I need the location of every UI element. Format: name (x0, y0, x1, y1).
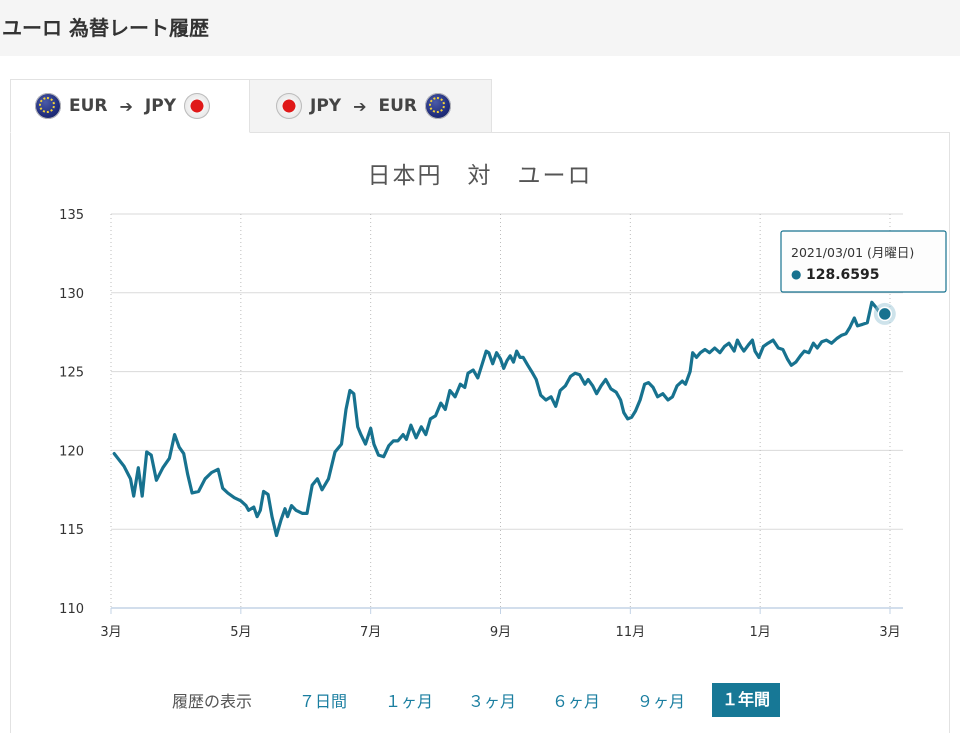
data-point (877, 306, 893, 322)
y-tick-label: 125 (59, 366, 84, 381)
page-header: ユーロ 為替レート履歴 (0, 0, 960, 56)
tab-eur-jpy[interactable]: EUR ➔ JPY (10, 79, 250, 133)
y-tick-label: 120 (59, 444, 84, 459)
range-9-months[interactable]: ９ヶ月 (637, 692, 686, 711)
japan-flag-icon (276, 93, 302, 119)
range-3-months[interactable]: ３ヶ月 (468, 692, 517, 711)
arrow-right-icon: ➔ (119, 96, 133, 116)
range-6-months[interactable]: ６ヶ月 (552, 692, 601, 711)
range-1-year[interactable]: １年間 (712, 683, 781, 717)
x-tick-label: 1月 (750, 625, 771, 640)
x-tick-label: 5月 (230, 625, 251, 640)
range-7-days[interactable]: ７日間 (299, 692, 348, 711)
tab-jpy-eur[interactable]: JPY ➔ EUR (250, 79, 492, 133)
tab-to-currency: EUR (378, 96, 418, 116)
y-tick-label: 115 (59, 523, 84, 538)
rate-history-chart: 日本円 対 ユーロ 110 115 120 125 130 135 3月 5月 7月 9月 11月… (59, 163, 947, 640)
x-tick-label: 3月 (879, 625, 900, 640)
y-tick-label: 110 (59, 602, 84, 617)
tooltip: 2021/03/01 (月曜日) ● 128.6595 (780, 230, 947, 293)
series-line (112, 300, 887, 538)
x-tick-label: 9月 (490, 625, 511, 640)
arrow-right-icon: ➔ (353, 96, 367, 116)
x-tick-label: 3月 (100, 625, 121, 640)
japan-flag-icon (184, 93, 211, 119)
x-tick-label: 7月 (360, 625, 381, 640)
y-tick-label: 130 (59, 287, 84, 302)
eu-flag-icon (35, 93, 61, 119)
x-tick-label: 11月 (616, 625, 646, 640)
tooltip-marker: ● (791, 267, 801, 281)
y-tick-label: 135 (59, 208, 84, 223)
tooltip-value: 128.6595 (806, 267, 880, 283)
range-1-month[interactable]: １ヶ月 (385, 692, 434, 711)
range-selector: 履歴の表示 ７日間 １ヶ月 ３ヶ月 ６ヶ月 ９ヶ月 １年間 (0, 683, 960, 717)
tab-from-currency: JPY (310, 96, 342, 116)
chart-title: 日本円 対 ユーロ (368, 163, 593, 189)
range-label: 履歴の表示 (172, 692, 253, 711)
eu-flag-icon (425, 93, 452, 119)
tooltip-box (780, 230, 947, 293)
tab-to-currency: JPY (144, 96, 177, 116)
tab-from-currency: EUR (69, 96, 108, 116)
tooltip-date: 2021/03/01 (月曜日) (791, 245, 914, 260)
page-title: ユーロ 為替レート履歴 (2, 16, 209, 40)
